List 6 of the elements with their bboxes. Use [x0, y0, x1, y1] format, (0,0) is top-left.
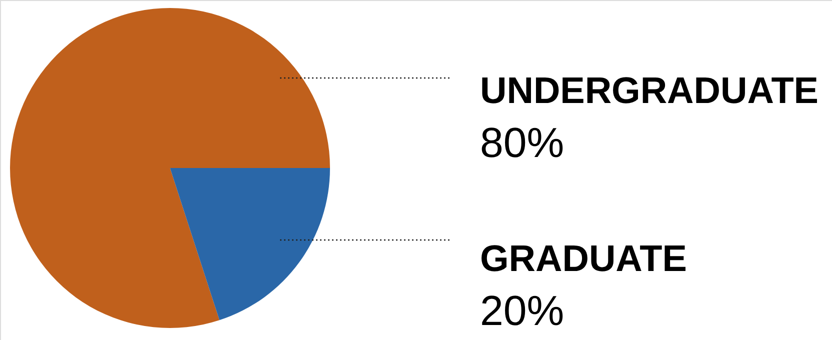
- data-label: 80%: [480, 119, 564, 166]
- pie-slice: [10, 8, 330, 328]
- data-label: 20%: [480, 287, 564, 334]
- slice-label: GRADUATE: [480, 238, 687, 279]
- slice-label: UNDERGRADUATE: [480, 70, 818, 111]
- pie-slice: [170, 168, 330, 320]
